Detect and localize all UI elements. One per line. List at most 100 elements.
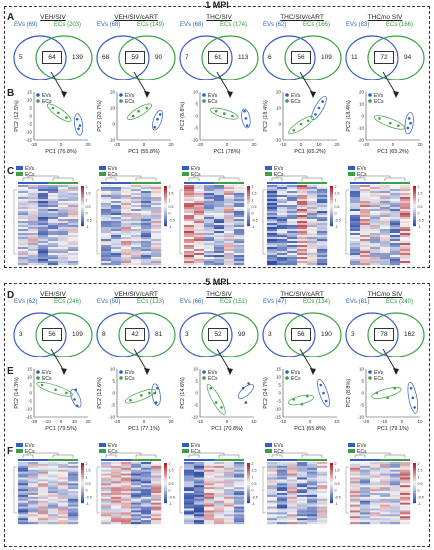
heatmap-cell bbox=[400, 185, 411, 188]
heatmap-cell bbox=[48, 494, 59, 498]
arrow-line bbox=[133, 72, 148, 95]
heatmap-cell bbox=[224, 520, 235, 523]
heatmap-cell bbox=[121, 483, 132, 486]
heatmap-cell bbox=[400, 510, 411, 513]
heatmap-cell bbox=[214, 494, 225, 498]
color-scale-segment bbox=[247, 467, 250, 470]
heatmap-cell bbox=[151, 229, 162, 232]
heatmap-cell bbox=[234, 205, 245, 208]
heatmap-cell bbox=[111, 483, 122, 486]
heatmap-cell bbox=[204, 205, 215, 208]
heatmap-cell bbox=[38, 191, 49, 194]
heatmap-cell bbox=[204, 255, 215, 258]
heatmap-cell bbox=[121, 193, 132, 196]
heatmap-cell bbox=[28, 255, 39, 258]
heatmap-cell bbox=[101, 255, 112, 258]
heatmap-cell bbox=[234, 263, 245, 266]
heatmap-cell bbox=[68, 211, 79, 214]
heatmap-cell bbox=[267, 225, 278, 228]
heatmap-cell bbox=[204, 231, 215, 234]
heatmap-cell bbox=[131, 245, 142, 248]
heatmap-cell bbox=[101, 516, 112, 519]
color-scale-segment bbox=[330, 469, 333, 472]
heatmap-cell bbox=[131, 249, 142, 252]
arrow-line bbox=[50, 349, 65, 372]
heatmap-cell bbox=[121, 199, 132, 202]
heatmap-cell bbox=[194, 257, 205, 260]
heatmap-cell bbox=[277, 259, 288, 262]
heatmap-cell bbox=[317, 483, 328, 486]
heatmap-cell bbox=[287, 239, 298, 242]
ecs-point bbox=[223, 112, 226, 115]
color-scale-segment bbox=[247, 487, 250, 490]
venn-diagram bbox=[179, 312, 259, 357]
color-scale-segment bbox=[164, 188, 167, 191]
heatmap-cell bbox=[48, 508, 59, 511]
heatmap-cell bbox=[390, 487, 401, 490]
heatmap-cell bbox=[121, 261, 132, 264]
heatmap-cell bbox=[267, 467, 278, 470]
heatmap-cell bbox=[68, 209, 79, 212]
heatmap-cell bbox=[18, 253, 29, 256]
heatmap-cell bbox=[214, 209, 225, 212]
heatmap-cell bbox=[151, 221, 162, 224]
x-tick-label: -20 bbox=[114, 419, 121, 424]
column-dendrogram bbox=[22, 175, 74, 181]
heatmap-cell bbox=[131, 500, 142, 503]
heatmap-legend-evs-box bbox=[16, 443, 23, 447]
heatmap-cell bbox=[151, 475, 162, 478]
heatmap-cell bbox=[28, 259, 39, 262]
heatmap-cell bbox=[360, 187, 371, 190]
heatmap-cell bbox=[111, 516, 122, 519]
heatmap-cell bbox=[224, 477, 235, 480]
heatmap-cell bbox=[204, 233, 215, 236]
heatmap-cell bbox=[151, 213, 162, 216]
arrow-line bbox=[216, 349, 231, 372]
heatmap-cell bbox=[224, 229, 235, 232]
venn-diagram bbox=[96, 312, 176, 357]
ecs-circle bbox=[35, 35, 93, 80]
heatmap-cell bbox=[307, 237, 318, 240]
heatmap-cell bbox=[131, 239, 142, 242]
color-scale-tick: -0.5 bbox=[169, 218, 175, 222]
heatmap-cell bbox=[380, 241, 391, 244]
heatmap-cell bbox=[58, 255, 69, 258]
heatmap-cell bbox=[18, 467, 29, 470]
heatmap-cell bbox=[350, 506, 361, 509]
heatmap-cell bbox=[380, 255, 391, 258]
x-tick-label: 0 bbox=[143, 419, 146, 424]
heatmap-cell bbox=[48, 259, 59, 262]
legend-ecs-label: ECs bbox=[291, 99, 301, 105]
y-tick-label: -5 bbox=[277, 399, 281, 404]
heatmap-cell bbox=[121, 221, 132, 224]
heatmap-cell bbox=[214, 239, 225, 242]
heatmap-cell bbox=[151, 203, 162, 206]
heatmap-cell bbox=[141, 197, 152, 200]
heatmap-cell bbox=[360, 483, 371, 486]
evs-point bbox=[77, 127, 80, 131]
heatmap-cell bbox=[277, 233, 288, 236]
heatmap-cell bbox=[307, 199, 318, 202]
heatmap-cell bbox=[224, 489, 235, 492]
heatmap-cell bbox=[370, 465, 381, 469]
color-scale-segment bbox=[413, 495, 416, 498]
heatmap-cell bbox=[307, 491, 318, 494]
heatmap-cell bbox=[121, 500, 132, 503]
evs-point bbox=[317, 106, 321, 110]
heatmap-cell bbox=[390, 223, 401, 226]
heatmap-cell bbox=[287, 249, 298, 252]
heatmap-cell bbox=[28, 229, 39, 232]
heatmap-cell bbox=[204, 245, 215, 248]
heatmap-cell bbox=[18, 462, 29, 465]
heatmap-cell bbox=[101, 245, 112, 248]
heatmap-cell bbox=[350, 469, 361, 472]
heatmap-cell bbox=[390, 207, 401, 210]
heatmap-cell bbox=[131, 211, 142, 214]
heatmap-cell bbox=[101, 243, 112, 246]
heatmap-cell bbox=[370, 221, 381, 224]
heatmap-cell bbox=[307, 223, 318, 226]
ecs-only-count: 162 bbox=[404, 331, 415, 338]
heatmap-cell bbox=[214, 465, 225, 469]
heatmap-cell bbox=[131, 475, 142, 478]
heatmap-cell bbox=[194, 520, 205, 523]
